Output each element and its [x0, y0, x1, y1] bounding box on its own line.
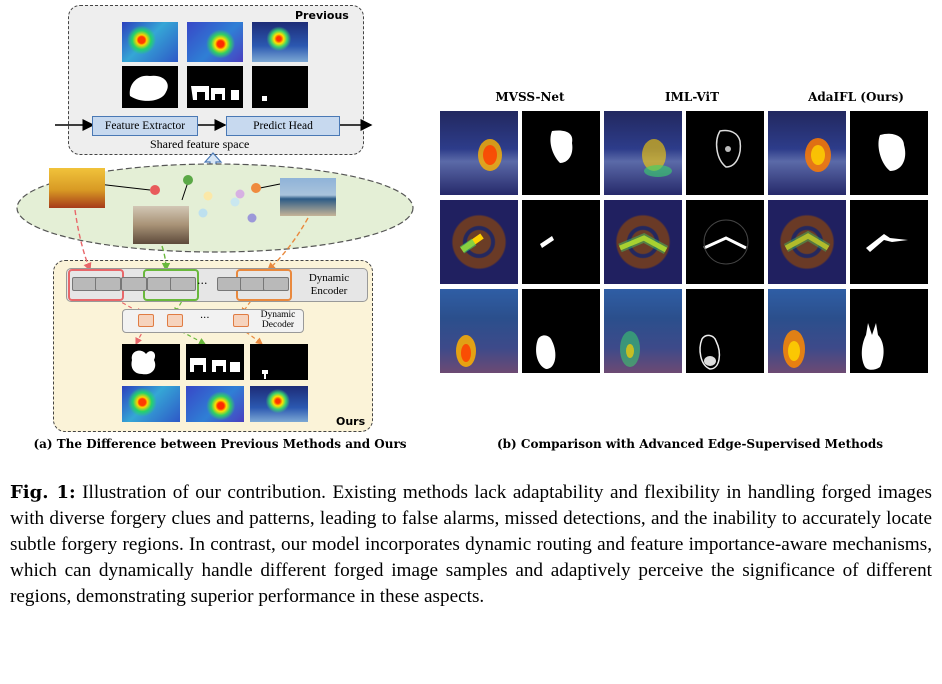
panel-b-caption: (b) Comparison with Advanced Edge-Superv… — [496, 437, 883, 451]
mvss-heatmap-row2 — [440, 200, 518, 284]
input-image-teddy — [49, 168, 105, 208]
figure-caption-text: Illustration of our contribution. Existi… — [10, 482, 932, 607]
column-header-adaifl: AdaIFL (Ours) — [808, 90, 904, 104]
previous-heatmap-2 — [187, 22, 243, 62]
panel-b: MVSS-Net IML-ViT AdaIFL (Ours) — [430, 0, 942, 460]
previous-label: Previous — [295, 9, 349, 22]
ours-label: Ours — [336, 415, 366, 428]
figure-label: Fig. 1: — [10, 482, 76, 503]
adaifl-heatmap-row2 — [768, 200, 846, 284]
ours-heatmap-2 — [186, 386, 244, 422]
mvss-mask-row2 — [522, 200, 600, 284]
previous-heatmap-3 — [252, 22, 308, 62]
dynamic-encoder-label: Dynamic Encoder — [308, 272, 350, 297]
previous-mask-3 — [252, 66, 308, 108]
ours-mask-3 — [250, 344, 308, 380]
imlvit-mask-row2 — [686, 200, 764, 284]
input-image-horses — [133, 206, 189, 244]
encoder-ellipsis: ··· — [197, 277, 208, 290]
mvss-mask-row1 — [522, 111, 600, 195]
ours-mask-2 — [186, 344, 244, 380]
shared-space-label: Shared feature space — [150, 137, 250, 151]
imlvit-heatmap-row3 — [604, 289, 682, 373]
imlvit-mask-row3 — [686, 289, 764, 373]
panel-a: Previous Feature Extractor Predict Head … — [0, 0, 420, 460]
pipeline-arrow — [55, 119, 373, 131]
dynamic-decoder-label: Dynamic Decoder — [260, 310, 296, 330]
adaifl-mask-row3 — [850, 289, 928, 373]
mvss-heatmap-row3 — [440, 289, 518, 373]
column-header-mvss-net: MVSS-Net — [495, 90, 565, 104]
ours-mask-1 — [122, 344, 180, 380]
imlvit-heatmap-row2 — [604, 200, 682, 284]
adaifl-heatmap-row3 — [768, 289, 846, 373]
imlvit-heatmap-row1 — [604, 111, 682, 195]
adaifl-mask-row1 — [850, 111, 928, 195]
ours-heatmap-1 — [122, 386, 180, 422]
previous-mask-1 — [122, 66, 178, 108]
mvss-mask-row3 — [522, 289, 600, 373]
adaifl-heatmap-row1 — [768, 111, 846, 195]
adaifl-mask-row2 — [850, 200, 928, 284]
figure-caption: Fig. 1: Illustration of our contribution… — [10, 480, 932, 610]
panel-a-caption: (a) The Difference between Previous Meth… — [33, 437, 407, 451]
predict-head-block: Predict Head — [226, 116, 340, 136]
input-image-beach — [280, 178, 336, 216]
column-header-iml-vit: IML-ViT — [664, 90, 720, 104]
previous-mask-2 — [187, 66, 243, 108]
feature-extractor-block: Feature Extractor — [92, 116, 198, 136]
mvss-heatmap-row1 — [440, 111, 518, 195]
previous-heatmap-1 — [122, 22, 178, 62]
imlvit-mask-row1 — [686, 111, 764, 195]
ours-heatmap-3 — [250, 386, 308, 422]
decoder-ellipsis: ··· — [200, 313, 210, 324]
